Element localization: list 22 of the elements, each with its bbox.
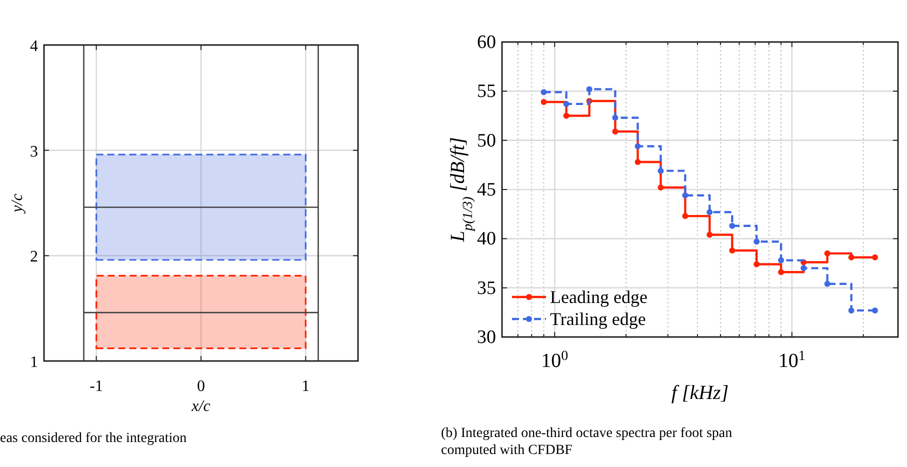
y-axis-title: y/c — [9, 194, 26, 214]
x-tick-label: -1 — [90, 378, 103, 395]
text: (b) Integrated one-third octave spectra per foot span computed with CFDBF — [441, 426, 732, 458]
x-axis-title: x/c — [190, 398, 210, 415]
y-tick-label: 55 — [477, 81, 496, 102]
x-tick-label: 10$^{0}$ — [541, 348, 568, 372]
y-tick-label: 4 — [30, 38, 38, 55]
y-tick-label: 30 — [477, 327, 496, 348]
x-tick-label: 1 — [302, 378, 310, 395]
y-tick-label: 35 — [477, 278, 496, 299]
y-tick-label: 40 — [477, 228, 496, 250]
legend-label: Trailing edge — [550, 309, 646, 329]
y-tick-label: 3 — [30, 143, 38, 160]
y-tick-label: 2 — [30, 248, 38, 266]
y-tick-label: 45 — [477, 180, 496, 200]
y-tick-label: 50 — [477, 130, 496, 152]
x-tick-label: 10$^{1}$ — [778, 348, 806, 372]
y-tick-label: 60 — [477, 32, 496, 53]
x-tick-label: 0 — [197, 378, 205, 395]
x-axis-title: f [kHz] — [671, 382, 729, 404]
legend-label: Leading edge — [550, 287, 648, 307]
text: eas considered for the integration — [0, 431, 187, 446]
